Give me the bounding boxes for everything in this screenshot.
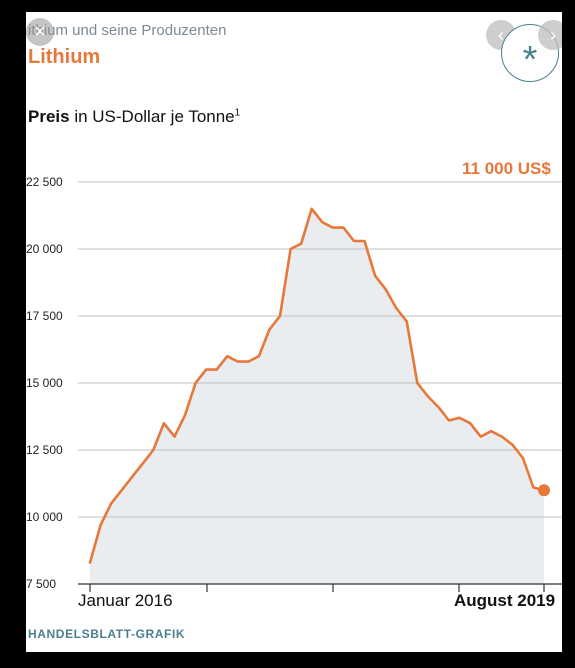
close-icon[interactable]: ×: [26, 18, 54, 46]
x-start-label: Januar 2016: [78, 591, 173, 610]
chart-title: Lithium: [28, 46, 101, 68]
chart-suptitle: ithium und seine Produzenten: [28, 22, 227, 39]
y-tick-label: 12 500: [26, 443, 63, 457]
end-value-label: 11 000 US$: [462, 159, 551, 178]
subtitle-rest: in US-Dollar je Tonne: [69, 107, 235, 126]
line-area-chart: 7 500 10 000 12 500 15 000 17 500 20 000 22 50…: [26, 159, 562, 610]
y-tick-label: 10 000: [26, 510, 63, 524]
y-tick-label: 17 500: [26, 309, 63, 323]
end-point-marker: [538, 484, 550, 497]
x-end-label: August 2019: [454, 591, 555, 610]
y-tick-label: 15 000: [26, 376, 63, 390]
y-tick-label: 20 000: [26, 242, 63, 256]
y-tick-label: 7 500: [26, 577, 56, 591]
chart-card: ithium und seine Produzenten Lithium Pre…: [26, 12, 562, 652]
price-line: [88, 207, 546, 564]
chart-subtitle: Preis in US-Dollar je Tonne1: [28, 107, 240, 127]
area-fill: [90, 208, 544, 585]
credit-label: HANDELSBLATT-GRAFIK: [28, 627, 186, 641]
subtitle-bold: Preis: [28, 107, 70, 126]
y-tick-label: 22 500: [26, 175, 63, 189]
subtitle-footnote: 1: [234, 107, 241, 119]
chevron-right-icon[interactable]: ›: [538, 20, 562, 50]
